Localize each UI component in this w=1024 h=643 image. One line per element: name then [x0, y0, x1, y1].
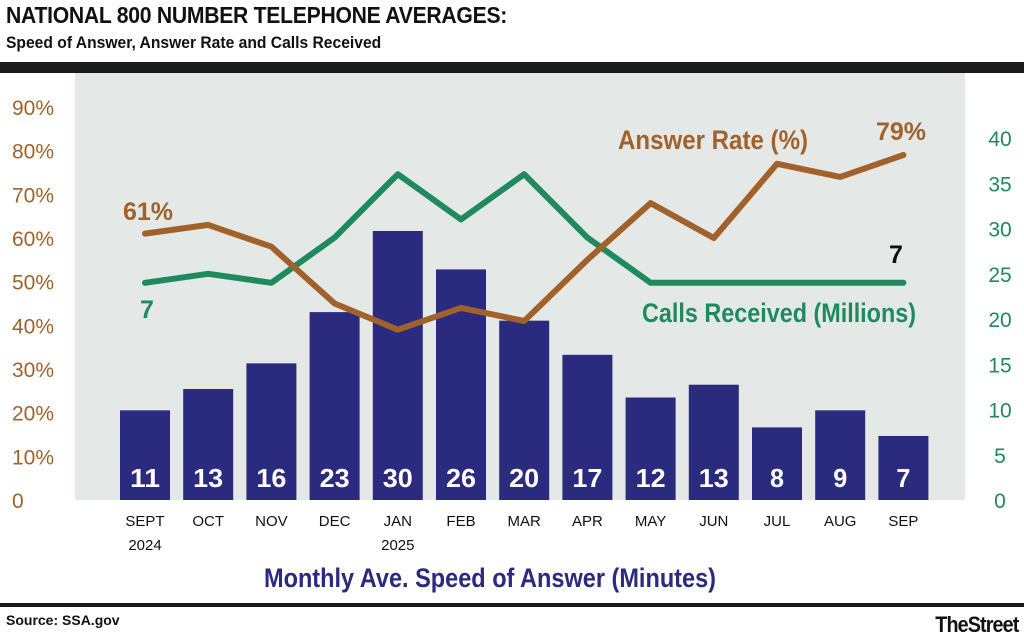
x-axis-title: Monthly Ave. Speed of Answer (Minutes): [264, 563, 716, 593]
top-divider: [0, 62, 1024, 73]
answer-rate-start-label: 61%: [123, 198, 173, 226]
right-axis-tick-label: 30: [988, 219, 1011, 242]
trend-lines: [142, 152, 907, 333]
x-axis-tick-label: NOV: [255, 513, 288, 530]
right-axis-tick-label: 40: [988, 128, 1011, 151]
bottom-divider: [0, 603, 1024, 607]
left-axis-tick-label: 10%: [12, 446, 54, 469]
right-axis-tick-label: 0: [994, 490, 1006, 513]
x-axis-tick-label: 2025: [381, 537, 414, 554]
bar: [752, 427, 802, 500]
axes: 010%20%30%40%50%60%70%80%90%051015202530…: [12, 97, 1012, 593]
left-axis-tick-label: 40%: [12, 315, 54, 338]
x-axis-tick-label: SEP: [888, 513, 918, 530]
left-axis-tick-label: 90%: [12, 97, 54, 120]
bar: [246, 363, 297, 500]
bar-value-label: 12: [636, 463, 666, 493]
left-axis-tick-label: 60%: [12, 228, 54, 251]
bar: [372, 230, 423, 501]
right-axis-tick-label: 5: [994, 445, 1006, 468]
bar-value-label: 11: [130, 463, 160, 493]
bar-value-label: 13: [699, 463, 729, 493]
chart-title: NATIONAL 800 NUMBER TELEPHONE AVERAGES:: [6, 2, 508, 28]
left-axis-tick-label: 0: [12, 490, 24, 513]
right-axis-tick-label: 25: [988, 264, 1011, 287]
x-axis-tick-label: APR: [572, 513, 603, 530]
bar-value-label: 16: [256, 463, 286, 493]
x-axis-tick-label: DEC: [319, 513, 351, 530]
left-axis-tick-label: 50%: [12, 272, 54, 295]
left-axis-tick-label: 80%: [12, 141, 54, 164]
bar: [688, 384, 739, 500]
calls-received-legend-label: Calls Received (Millions): [642, 298, 916, 328]
answer-rate-line: [142, 152, 907, 333]
bar: [625, 397, 676, 500]
bar: [878, 435, 929, 500]
x-axis-tick-label: JUL: [764, 513, 791, 530]
right-axis-tick-label: 15: [988, 354, 1011, 377]
x-axis-tick-label: OCT: [192, 513, 224, 530]
answer-rate-legend-label: Answer Rate (%): [618, 125, 808, 155]
x-axis-tick-label: MAR: [508, 513, 542, 530]
left-axis-tick-label: 30%: [12, 359, 54, 382]
bar: [562, 354, 613, 500]
bar-value-label: 9: [833, 463, 847, 493]
bar: [183, 388, 234, 500]
right-axis-tick-label: 10: [988, 400, 1011, 423]
combo-chart: 11 13 16 23 30 26 20 17 12 13 8 9 7 0 10% 20% 30% 40% 50%…: [12, 73, 1012, 593]
bar-value-label: 7: [896, 463, 910, 493]
bar-value-label: 20: [509, 463, 539, 493]
calls-received-start-label: 7: [140, 296, 154, 324]
bar-value-label: 8: [770, 463, 784, 493]
answer-rate-end-label: 79%: [876, 118, 926, 146]
right-axis-tick-label: 35: [988, 173, 1011, 196]
brand-logo: TheStreet: [934, 612, 1019, 637]
speed-bars: 11 13 16 23 30 26 20 17 12 13 8 9 7: [120, 230, 929, 501]
bar: [309, 312, 360, 500]
bar: [120, 410, 170, 500]
calls-received-line: [142, 171, 907, 286]
x-axis-tick-label: MAY: [635, 513, 666, 530]
x-axis-tick-label: SEPT: [125, 513, 164, 530]
bar: [499, 320, 550, 500]
left-axis-tick-label: 70%: [12, 184, 54, 207]
bar: [815, 410, 866, 500]
x-axis-tick-label: JUN: [699, 513, 728, 530]
source-note: Source: SSA.gov: [6, 612, 120, 628]
x-axis-tick-label: 2024: [128, 537, 161, 554]
bar-value-label: 23: [320, 463, 350, 493]
left-axis-tick-label: 20%: [12, 403, 54, 426]
bar-value-label: 30: [383, 463, 413, 493]
series-labels: Answer Rate (%) 61% 79% Calls Received (Mil…: [123, 118, 926, 328]
bar-value-label: 26: [446, 463, 476, 493]
right-axis-tick-label: 20: [988, 309, 1011, 332]
bar-value-label: 17: [572, 463, 602, 493]
x-axis-tick-label: AUG: [824, 513, 857, 530]
calls-received-end-label: 7: [889, 241, 903, 269]
x-axis-tick-label: FEB: [446, 513, 475, 530]
chart-subtitle: Speed of Answer, Answer Rate and Calls R…: [6, 33, 382, 52]
x-axis-tick-label: JAN: [384, 513, 412, 530]
bar-value-label: 13: [193, 463, 223, 493]
